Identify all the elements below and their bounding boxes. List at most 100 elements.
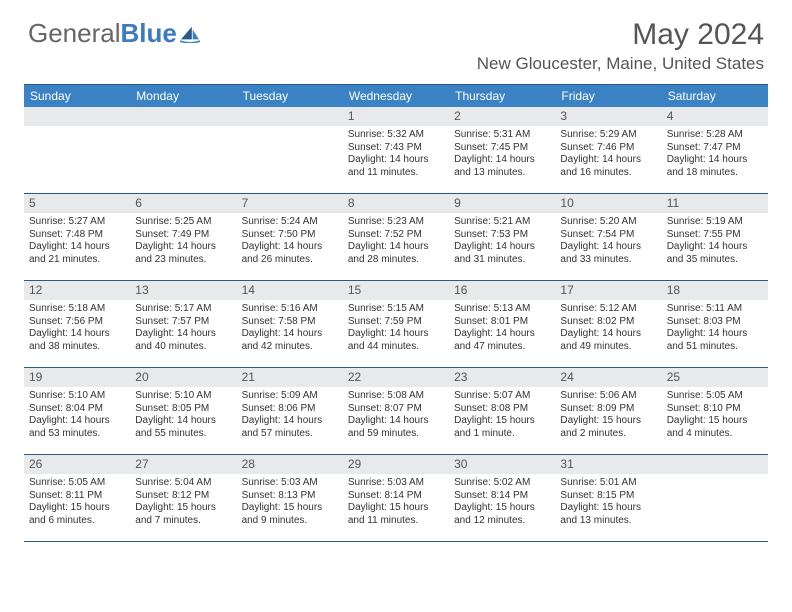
day-cell: 2 Sunrise: 5:31 AMSunset: 7:45 PMDaylight… xyxy=(449,107,555,193)
day-content: Sunrise: 5:20 AMSunset: 7:54 PMDaylight:… xyxy=(555,213,661,270)
sunrise-text: Sunrise: 5:05 AM xyxy=(29,477,125,490)
day-cell: 27Sunrise: 5:04 AMSunset: 8:12 PMDayligh… xyxy=(130,455,236,541)
daylight-text: Daylight: 14 hours and 57 minutes. xyxy=(242,415,338,440)
day-number: 18 xyxy=(662,281,768,300)
sunset-text: Sunset: 7:45 PM xyxy=(454,142,550,155)
day-content: Sunrise: 5:09 AMSunset: 8:06 PMDaylight:… xyxy=(237,387,343,444)
sunset-text: Sunset: 8:06 PM xyxy=(242,403,338,416)
day-number: 20 xyxy=(130,368,236,387)
weekday-header: Monday xyxy=(130,85,236,107)
daylight-text: Daylight: 15 hours and 1 minute. xyxy=(454,415,550,440)
day-cell: 17Sunrise: 5:12 AMSunset: 8:02 PMDayligh… xyxy=(555,281,661,367)
daylight-text: Daylight: 15 hours and 11 minutes. xyxy=(348,502,444,527)
day-content: Sunrise: 5:17 AMSunset: 7:57 PMDaylight:… xyxy=(130,300,236,357)
day-number: 3 xyxy=(555,107,661,126)
sunrise-text: Sunrise: 5:31 AM xyxy=(454,129,550,142)
daylight-text: Daylight: 14 hours and 11 minutes. xyxy=(348,154,444,179)
sunset-text: Sunset: 7:48 PM xyxy=(29,229,125,242)
day-content: Sunrise: 5:23 AMSunset: 7:52 PMDaylight:… xyxy=(343,213,449,270)
sunset-text: Sunset: 7:57 PM xyxy=(135,316,231,329)
weekday-header: Sunday xyxy=(24,85,130,107)
sunset-text: Sunset: 8:13 PM xyxy=(242,490,338,503)
day-number xyxy=(24,107,130,126)
day-cell: 1 Sunrise: 5:32 AMSunset: 7:43 PMDaylight… xyxy=(343,107,449,193)
day-cell: 29Sunrise: 5:03 AMSunset: 8:14 PMDayligh… xyxy=(343,455,449,541)
sunset-text: Sunset: 8:02 PM xyxy=(560,316,656,329)
daylight-text: Daylight: 15 hours and 13 minutes. xyxy=(560,502,656,527)
sunrise-text: Sunrise: 5:23 AM xyxy=(348,216,444,229)
daylight-text: Daylight: 15 hours and 9 minutes. xyxy=(242,502,338,527)
day-number: 2 xyxy=(449,107,555,126)
day-cell: 7Sunrise: 5:24 AMSunset: 7:50 PMDaylight… xyxy=(237,194,343,280)
day-cell: 22Sunrise: 5:08 AMSunset: 8:07 PMDayligh… xyxy=(343,368,449,454)
weekday-row: SundayMondayTuesdayWednesdayThursdayFrid… xyxy=(24,85,768,107)
day-cell xyxy=(130,107,236,193)
day-number: 11 xyxy=(662,194,768,213)
day-number: 19 xyxy=(24,368,130,387)
week-row: 5Sunrise: 5:27 AMSunset: 7:48 PMDaylight… xyxy=(24,194,768,281)
sunset-text: Sunset: 7:46 PM xyxy=(560,142,656,155)
day-number: 29 xyxy=(343,455,449,474)
day-number: 9 xyxy=(449,194,555,213)
day-number xyxy=(662,455,768,474)
sunrise-text: Sunrise: 5:19 AM xyxy=(667,216,763,229)
sunrise-text: Sunrise: 5:32 AM xyxy=(348,129,444,142)
daylight-text: Daylight: 14 hours and 47 minutes. xyxy=(454,328,550,353)
day-content: Sunrise: 5:21 AMSunset: 7:53 PMDaylight:… xyxy=(449,213,555,270)
sunset-text: Sunset: 8:12 PM xyxy=(135,490,231,503)
logo-sail-icon xyxy=(179,25,201,43)
header: GeneralBlue May 2024 New Gloucester, Mai… xyxy=(0,0,792,78)
day-number: 8 xyxy=(343,194,449,213)
logo-text-1: General xyxy=(28,18,121,49)
day-number: 25 xyxy=(662,368,768,387)
daylight-text: Daylight: 15 hours and 2 minutes. xyxy=(560,415,656,440)
logo: GeneralBlue xyxy=(28,18,201,49)
day-number: 1 xyxy=(343,107,449,126)
day-content: Sunrise: 5:25 AMSunset: 7:49 PMDaylight:… xyxy=(130,213,236,270)
day-cell: 11Sunrise: 5:19 AMSunset: 7:55 PMDayligh… xyxy=(662,194,768,280)
sunrise-text: Sunrise: 5:24 AM xyxy=(242,216,338,229)
day-content: Sunrise: 5:02 AMSunset: 8:14 PMDaylight:… xyxy=(449,474,555,531)
sunrise-text: Sunrise: 5:10 AM xyxy=(29,390,125,403)
day-content: Sunrise: 5:03 AMSunset: 8:13 PMDaylight:… xyxy=(237,474,343,531)
day-cell: 8Sunrise: 5:23 AMSunset: 7:52 PMDaylight… xyxy=(343,194,449,280)
day-cell: 5Sunrise: 5:27 AMSunset: 7:48 PMDaylight… xyxy=(24,194,130,280)
daylight-text: Daylight: 14 hours and 13 minutes. xyxy=(454,154,550,179)
sunset-text: Sunset: 7:43 PM xyxy=(348,142,444,155)
daylight-text: Daylight: 14 hours and 35 minutes. xyxy=(667,241,763,266)
sunset-text: Sunset: 8:07 PM xyxy=(348,403,444,416)
calendar: SundayMondayTuesdayWednesdayThursdayFrid… xyxy=(24,84,768,542)
day-number xyxy=(237,107,343,126)
daylight-text: Daylight: 14 hours and 26 minutes. xyxy=(242,241,338,266)
day-cell: 24Sunrise: 5:06 AMSunset: 8:09 PMDayligh… xyxy=(555,368,661,454)
daylight-text: Daylight: 15 hours and 4 minutes. xyxy=(667,415,763,440)
day-number: 6 xyxy=(130,194,236,213)
day-cell xyxy=(237,107,343,193)
daylight-text: Daylight: 14 hours and 40 minutes. xyxy=(135,328,231,353)
sunrise-text: Sunrise: 5:03 AM xyxy=(242,477,338,490)
sunset-text: Sunset: 7:49 PM xyxy=(135,229,231,242)
day-cell: 13Sunrise: 5:17 AMSunset: 7:57 PMDayligh… xyxy=(130,281,236,367)
sunset-text: Sunset: 8:08 PM xyxy=(454,403,550,416)
sunrise-text: Sunrise: 5:25 AM xyxy=(135,216,231,229)
day-cell: 21Sunrise: 5:09 AMSunset: 8:06 PMDayligh… xyxy=(237,368,343,454)
day-content: Sunrise: 5:07 AMSunset: 8:08 PMDaylight:… xyxy=(449,387,555,444)
sunrise-text: Sunrise: 5:13 AM xyxy=(454,303,550,316)
day-number xyxy=(130,107,236,126)
day-cell: 6Sunrise: 5:25 AMSunset: 7:49 PMDaylight… xyxy=(130,194,236,280)
day-content: Sunrise: 5:24 AMSunset: 7:50 PMDaylight:… xyxy=(237,213,343,270)
day-content: Sunrise: 5:15 AMSunset: 7:59 PMDaylight:… xyxy=(343,300,449,357)
day-cell: 10Sunrise: 5:20 AMSunset: 7:54 PMDayligh… xyxy=(555,194,661,280)
weekday-header: Wednesday xyxy=(343,85,449,107)
day-cell: 25Sunrise: 5:05 AMSunset: 8:10 PMDayligh… xyxy=(662,368,768,454)
sunrise-text: Sunrise: 5:15 AM xyxy=(348,303,444,316)
weekday-header: Saturday xyxy=(662,85,768,107)
location: New Gloucester, Maine, United States xyxy=(477,54,764,74)
logo-text-2: Blue xyxy=(121,18,177,49)
day-content: Sunrise: 5:06 AMSunset: 8:09 PMDaylight:… xyxy=(555,387,661,444)
day-number: 17 xyxy=(555,281,661,300)
daylight-text: Daylight: 14 hours and 31 minutes. xyxy=(454,241,550,266)
week-row: 1Sunrise: 5:32 AMSunset: 7:43 PMDaylight… xyxy=(24,107,768,194)
day-number: 26 xyxy=(24,455,130,474)
day-cell: 18Sunrise: 5:11 AMSunset: 8:03 PMDayligh… xyxy=(662,281,768,367)
